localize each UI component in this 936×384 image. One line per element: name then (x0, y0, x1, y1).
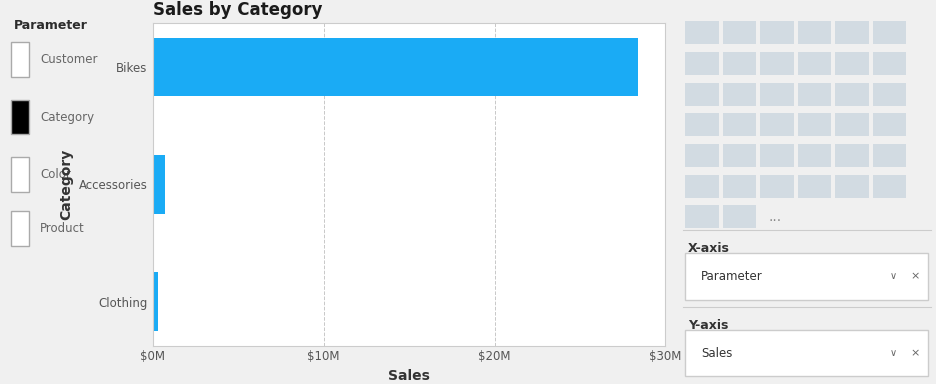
FancyBboxPatch shape (685, 144, 719, 167)
FancyBboxPatch shape (835, 144, 869, 167)
FancyBboxPatch shape (760, 83, 794, 106)
FancyBboxPatch shape (872, 144, 906, 167)
Text: ...: ... (768, 210, 782, 224)
Text: X-axis: X-axis (688, 242, 730, 255)
FancyBboxPatch shape (872, 83, 906, 106)
FancyBboxPatch shape (835, 21, 869, 44)
FancyBboxPatch shape (797, 83, 831, 106)
FancyBboxPatch shape (797, 175, 831, 198)
FancyBboxPatch shape (723, 52, 756, 75)
FancyBboxPatch shape (760, 113, 794, 136)
FancyBboxPatch shape (685, 113, 719, 136)
FancyBboxPatch shape (872, 52, 906, 75)
FancyBboxPatch shape (723, 144, 756, 167)
FancyBboxPatch shape (760, 175, 794, 198)
Text: ×: × (910, 348, 919, 358)
Text: Product: Product (40, 222, 85, 235)
FancyBboxPatch shape (723, 205, 756, 228)
FancyBboxPatch shape (760, 144, 794, 167)
Text: Parameter: Parameter (701, 270, 763, 283)
FancyBboxPatch shape (872, 175, 906, 198)
FancyBboxPatch shape (723, 113, 756, 136)
FancyBboxPatch shape (797, 113, 831, 136)
FancyBboxPatch shape (11, 42, 29, 77)
FancyBboxPatch shape (835, 175, 869, 198)
Text: Color: Color (40, 168, 71, 181)
FancyBboxPatch shape (872, 113, 906, 136)
FancyBboxPatch shape (685, 205, 719, 228)
Text: Y-axis: Y-axis (688, 319, 728, 332)
FancyBboxPatch shape (797, 21, 831, 44)
Text: Sales by Category: Sales by Category (153, 1, 322, 19)
Bar (153, 155, 165, 214)
FancyBboxPatch shape (797, 52, 831, 75)
FancyBboxPatch shape (685, 175, 719, 198)
Text: Category: Category (40, 111, 95, 124)
FancyBboxPatch shape (723, 21, 756, 44)
FancyBboxPatch shape (685, 21, 719, 44)
X-axis label: Sales: Sales (388, 369, 430, 383)
FancyBboxPatch shape (685, 52, 719, 75)
Text: ∨: ∨ (889, 348, 897, 358)
Text: ×: × (910, 271, 919, 281)
FancyBboxPatch shape (797, 144, 831, 167)
FancyBboxPatch shape (685, 83, 719, 106)
FancyBboxPatch shape (11, 100, 29, 134)
Text: ∨: ∨ (889, 271, 897, 281)
Text: Sales: Sales (701, 347, 732, 360)
Y-axis label: Category: Category (59, 149, 73, 220)
Text: Customer: Customer (40, 53, 97, 66)
FancyBboxPatch shape (835, 113, 869, 136)
FancyBboxPatch shape (11, 211, 29, 246)
Text: Parameter: Parameter (14, 19, 88, 32)
FancyBboxPatch shape (723, 175, 756, 198)
FancyBboxPatch shape (872, 21, 906, 44)
Bar (153, 38, 638, 96)
FancyBboxPatch shape (723, 83, 756, 106)
FancyBboxPatch shape (835, 52, 869, 75)
FancyBboxPatch shape (11, 157, 29, 192)
Bar (153, 272, 158, 331)
FancyBboxPatch shape (760, 52, 794, 75)
FancyBboxPatch shape (760, 21, 794, 44)
FancyBboxPatch shape (835, 83, 869, 106)
FancyBboxPatch shape (685, 330, 929, 376)
FancyBboxPatch shape (685, 253, 929, 300)
